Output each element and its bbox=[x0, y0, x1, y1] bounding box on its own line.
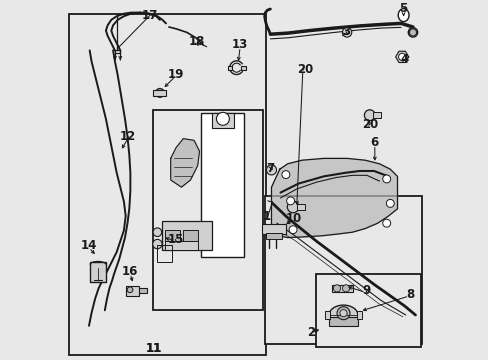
Bar bbox=[227, 66, 231, 70]
Bar bbox=[165, 241, 197, 250]
Bar bbox=[157, 245, 172, 262]
Text: 11: 11 bbox=[145, 342, 162, 355]
Text: 20: 20 bbox=[296, 63, 312, 76]
Text: 8: 8 bbox=[406, 288, 414, 301]
Text: 17: 17 bbox=[142, 9, 158, 22]
Circle shape bbox=[408, 29, 416, 36]
Polygon shape bbox=[170, 139, 199, 187]
Circle shape bbox=[216, 112, 229, 125]
Text: 5: 5 bbox=[399, 3, 407, 15]
Bar bbox=[331, 285, 352, 292]
Bar bbox=[165, 230, 179, 241]
Circle shape bbox=[398, 53, 405, 60]
Ellipse shape bbox=[397, 9, 408, 22]
Circle shape bbox=[386, 199, 393, 207]
Circle shape bbox=[288, 226, 296, 234]
Text: 9: 9 bbox=[361, 284, 369, 297]
Bar bbox=[212, 113, 233, 128]
Circle shape bbox=[333, 285, 340, 292]
Text: 15: 15 bbox=[167, 233, 183, 246]
Bar bbox=[262, 224, 285, 234]
Bar bbox=[265, 196, 421, 344]
Polygon shape bbox=[395, 51, 408, 63]
Circle shape bbox=[382, 175, 390, 183]
Circle shape bbox=[286, 197, 294, 205]
Bar bbox=[316, 274, 420, 347]
Text: 10: 10 bbox=[285, 212, 302, 225]
Text: 14: 14 bbox=[81, 239, 97, 252]
Bar bbox=[126, 286, 139, 296]
Text: 11: 11 bbox=[145, 342, 162, 355]
Circle shape bbox=[382, 219, 390, 227]
Circle shape bbox=[282, 171, 289, 179]
Circle shape bbox=[342, 285, 349, 292]
Circle shape bbox=[155, 89, 164, 97]
Bar bbox=[152, 110, 262, 310]
Circle shape bbox=[127, 287, 133, 293]
Circle shape bbox=[342, 28, 351, 37]
Text: 3: 3 bbox=[341, 25, 349, 38]
Text: 7: 7 bbox=[266, 162, 274, 175]
Bar bbox=[324, 311, 329, 319]
Bar bbox=[183, 230, 197, 241]
Bar bbox=[162, 221, 212, 250]
Text: 12: 12 bbox=[119, 130, 135, 143]
Text: 6: 6 bbox=[370, 136, 378, 149]
Bar bbox=[153, 90, 166, 96]
Bar bbox=[139, 288, 147, 293]
Text: 4: 4 bbox=[400, 53, 408, 66]
Circle shape bbox=[152, 239, 162, 249]
Text: 18: 18 bbox=[188, 35, 205, 48]
Circle shape bbox=[153, 228, 162, 237]
Circle shape bbox=[266, 165, 276, 175]
Bar bbox=[265, 233, 282, 239]
Text: 1: 1 bbox=[262, 210, 270, 222]
Bar bbox=[69, 14, 265, 355]
Bar bbox=[328, 317, 357, 326]
Bar bbox=[241, 66, 245, 70]
Bar bbox=[201, 113, 244, 257]
Circle shape bbox=[336, 307, 349, 320]
Text: 13: 13 bbox=[232, 39, 248, 51]
Text: 2: 2 bbox=[306, 327, 315, 339]
Text: 19: 19 bbox=[167, 68, 183, 81]
Text: 20: 20 bbox=[361, 118, 377, 131]
Polygon shape bbox=[271, 158, 397, 238]
Text: 16: 16 bbox=[122, 265, 138, 278]
Bar bbox=[296, 204, 304, 210]
Bar bbox=[356, 311, 362, 319]
Circle shape bbox=[287, 201, 298, 213]
Bar bbox=[90, 262, 106, 282]
Bar bbox=[373, 112, 381, 118]
Circle shape bbox=[339, 310, 346, 317]
Circle shape bbox=[364, 110, 374, 121]
Ellipse shape bbox=[328, 305, 357, 325]
